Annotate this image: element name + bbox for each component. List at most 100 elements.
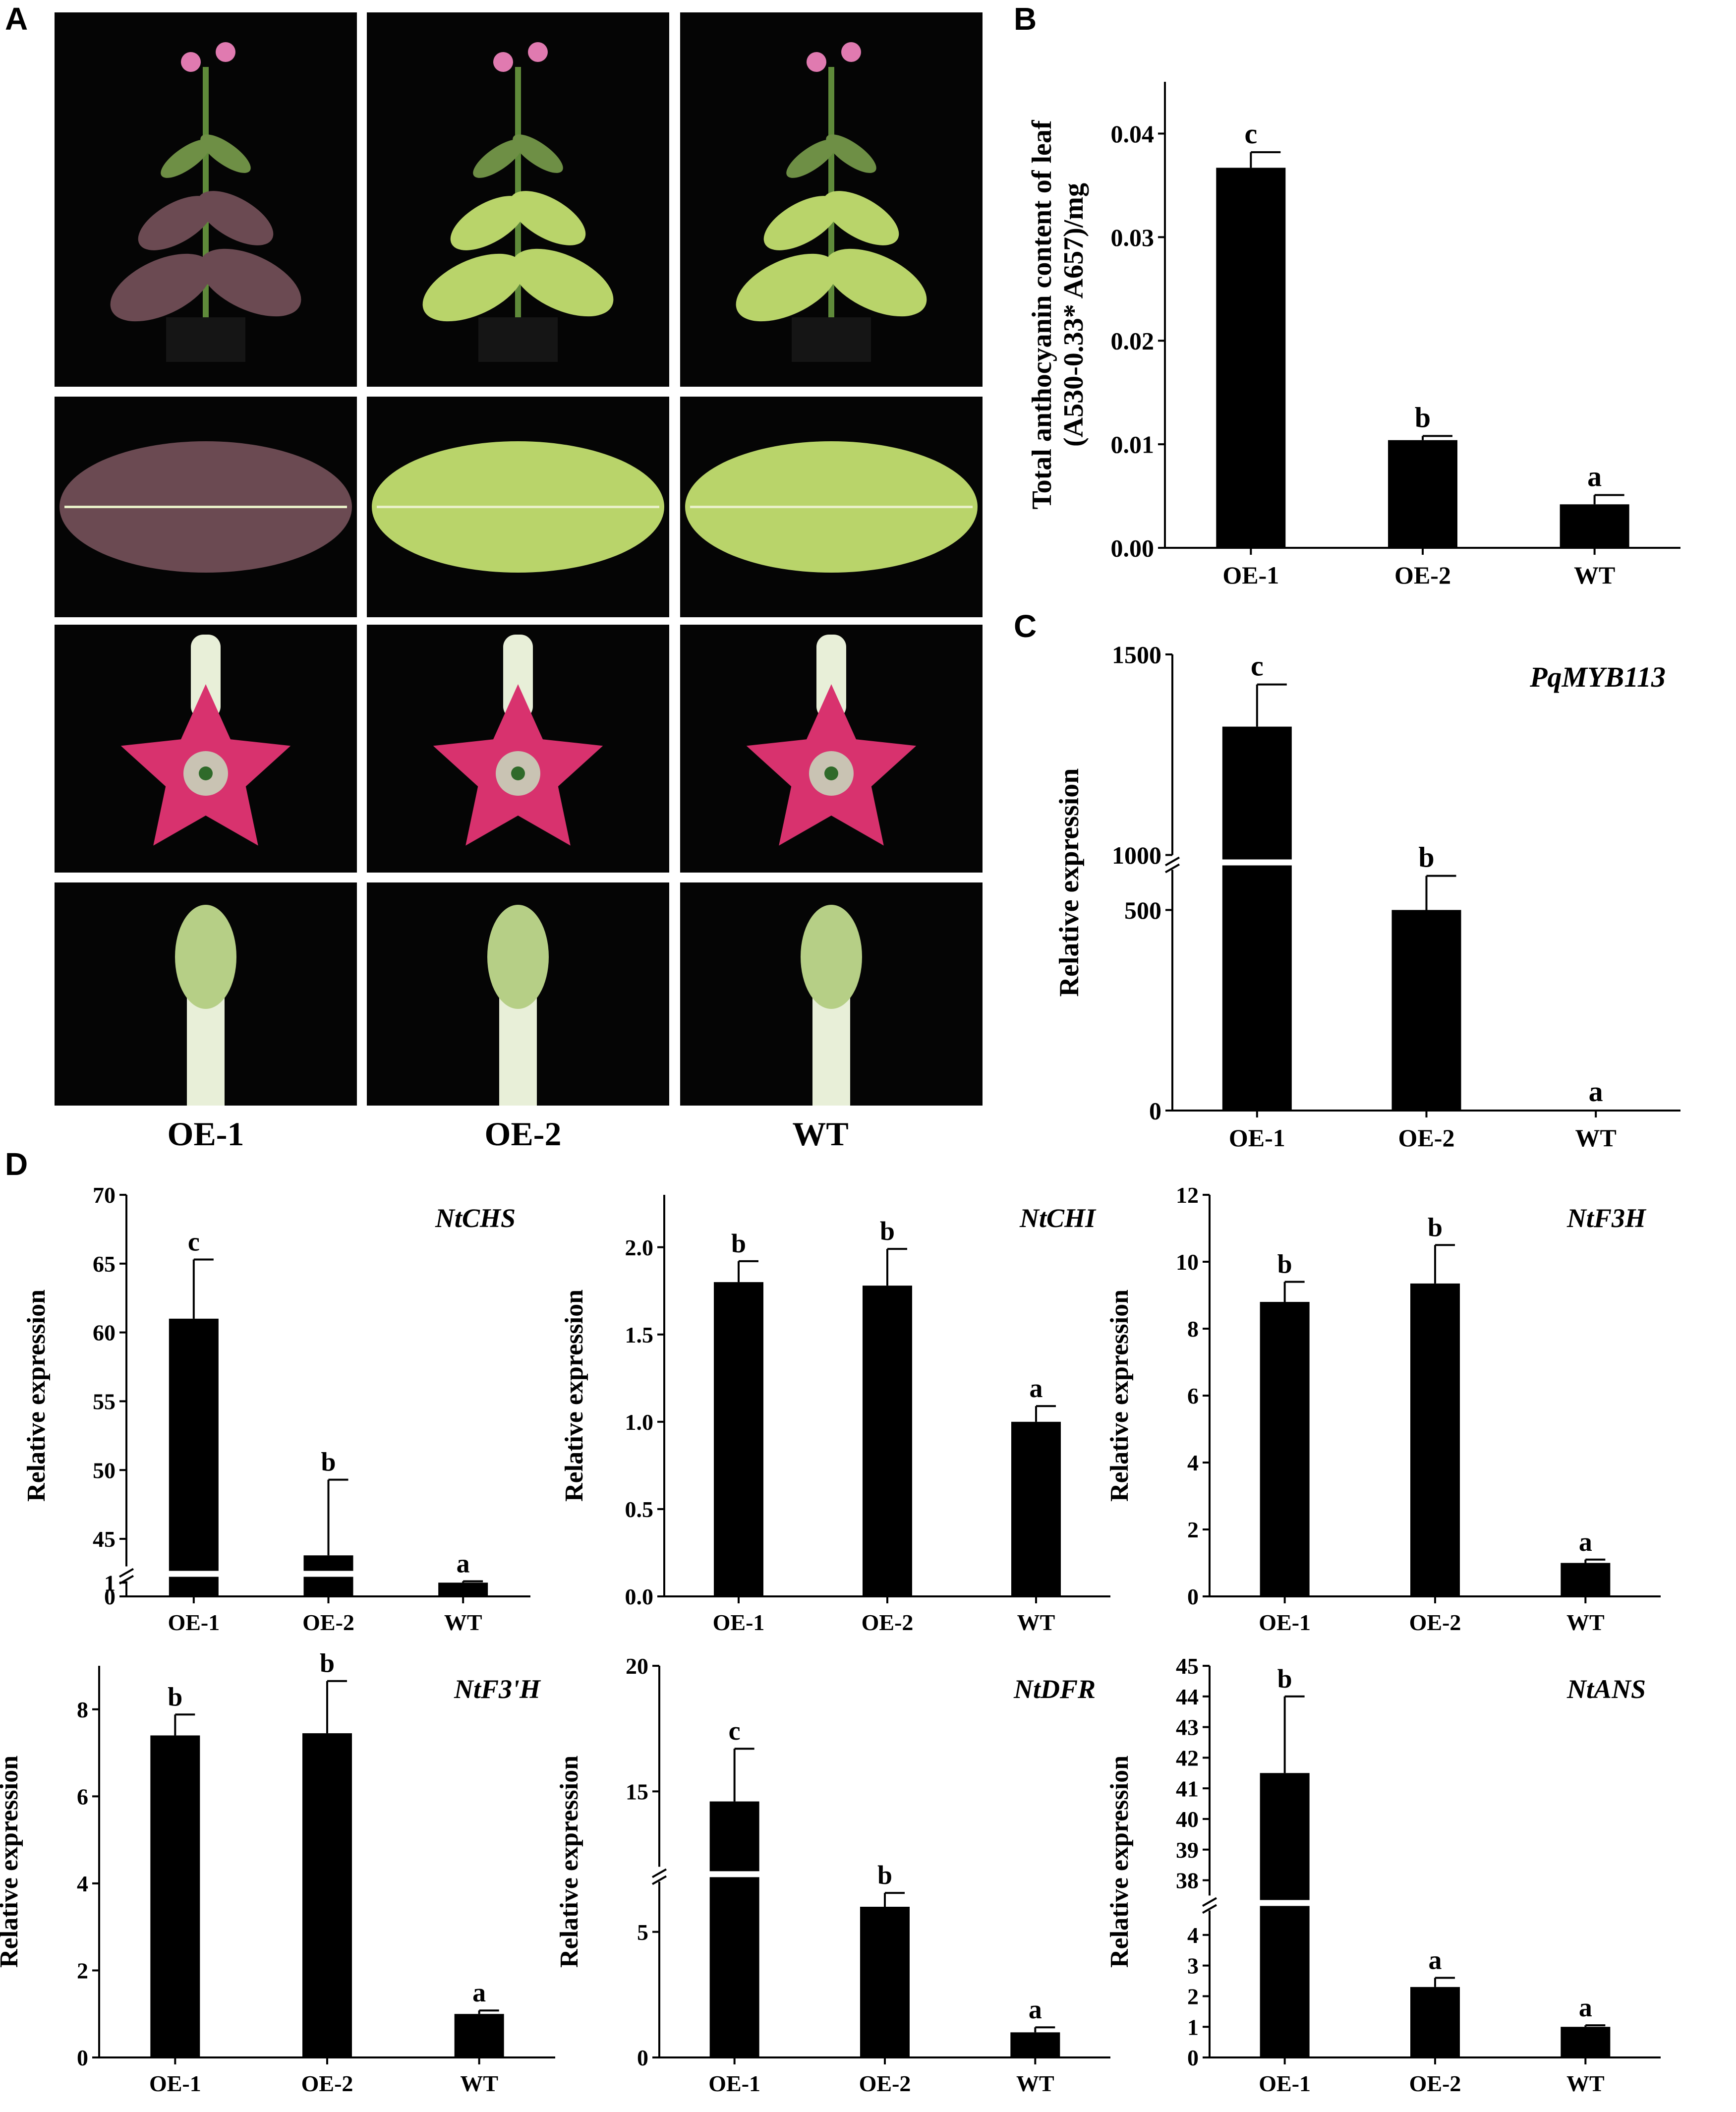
bar-oe-1 — [1260, 1773, 1310, 2057]
photo-grid — [55, 12, 983, 1106]
significance-letter: b — [320, 1648, 335, 1678]
plant-leaf — [161, 139, 211, 178]
photo-cell — [680, 882, 983, 1106]
plant-leaf — [422, 253, 524, 322]
significance-letter: b — [321, 1447, 336, 1477]
y-tick-label: 0.01 — [1111, 431, 1155, 459]
x-tick-label: OE-1 — [713, 1610, 765, 1635]
plant-leaf — [763, 196, 840, 250]
chart-d-ntchs: 01 45 50 55 60 65 70 c OE-1 b OE-2 a WT Relative expr… — [22, 1182, 530, 1635]
bar-wt — [1560, 504, 1629, 548]
y-tick-label: 39 — [1176, 1837, 1199, 1863]
photo-cell — [55, 625, 357, 873]
bar-wt — [438, 1583, 488, 1596]
significance-letter: b — [731, 1229, 746, 1258]
y-tick-label: 15 — [626, 1779, 648, 1804]
photo-cell — [680, 12, 983, 387]
bar-oe-1 — [1222, 726, 1292, 1111]
bar-wt — [454, 2014, 504, 2057]
y-tick-label: 1500 — [1112, 641, 1161, 669]
y-tick-label: 2 — [77, 1958, 88, 1984]
bar-oe-2 — [1410, 1283, 1460, 1596]
plant-leaf — [786, 139, 837, 178]
y-axis-label: Relative expression — [560, 1290, 588, 1502]
y-axis-label: Relative expression — [0, 1756, 23, 1968]
x-tick-label: OE-1 — [1229, 1124, 1285, 1152]
axis-break-mark — [1202, 1897, 1217, 1907]
x-tick-label: OE-2 — [1409, 2071, 1461, 2096]
y-tick-label: 44 — [1176, 1684, 1199, 1709]
plant-leaf — [512, 248, 614, 317]
bar-break-gap — [1259, 1900, 1311, 1906]
photo-cell — [367, 625, 669, 873]
y-tick-label: 6 — [1187, 1383, 1199, 1408]
significance-letter: a — [1029, 1995, 1042, 2024]
significance-letter: a — [1589, 1075, 1603, 1108]
y-tick-label: 1.5 — [625, 1322, 654, 1348]
y-tick-label: 45 — [1176, 1653, 1199, 1679]
bud-calyx — [175, 905, 236, 1009]
plant-flower — [841, 42, 861, 62]
y-tick-label: 0 — [77, 2045, 88, 2070]
y-tick-label: 0.03 — [1111, 224, 1155, 251]
plant-flower — [181, 52, 201, 72]
significance-letter: c — [188, 1227, 200, 1256]
x-tick-label: WT — [444, 1610, 482, 1635]
chart-d-ntf3prime-h: 0 2 4 6 8 b OE-1 b OE-2 a WT Relative expression NtF… — [0, 1648, 555, 2096]
plant-flower — [528, 42, 548, 62]
chart-d-ntans: 0 1 2 3 4 38 39 40 41 42 43 44 45 b OE-1 a OE-2 a WT Relati… — [1105, 1653, 1661, 2096]
x-tick-label: OE-2 — [859, 2071, 911, 2096]
photo-cell — [680, 625, 983, 873]
y-tick-label: 70 — [93, 1182, 116, 1208]
y-tick-label: 0.5 — [625, 1497, 654, 1522]
chart-d-ntchi: 0.0 0.5 1.0 1.5 2.0 b OE-1 b OE-2 a WT Relative exp… — [560, 1195, 1110, 1635]
x-tick-label: WT — [1017, 1610, 1055, 1635]
bar-break-gap — [168, 1571, 220, 1577]
significance-letter: b — [168, 1682, 182, 1711]
axis-break-mark — [1165, 863, 1180, 874]
bar-oe-1 — [150, 1735, 200, 2057]
y-tick-label: 0.04 — [1111, 120, 1155, 148]
photo-cell — [55, 12, 357, 387]
y-tick-label: 4 — [1187, 1450, 1199, 1475]
plant-leaf — [473, 139, 523, 178]
x-tick-label: OE-1 — [708, 2071, 760, 2096]
significance-letter: a — [1429, 1945, 1442, 1975]
significance-letter: a — [1587, 460, 1602, 492]
x-tick-label: OE-1 — [168, 1610, 220, 1635]
y-tick-label: 6 — [77, 1784, 88, 1809]
panel-letter-d: D — [5, 1146, 28, 1182]
y-tick-label: 1000 — [1112, 841, 1161, 869]
bar-oe-1 — [169, 1318, 219, 1596]
significance-letter: b — [1277, 1249, 1292, 1279]
significance-letter: b — [880, 1216, 895, 1246]
bud-calyx — [801, 905, 862, 1009]
plant-leaf — [825, 248, 927, 317]
y-tick-label: 41 — [1176, 1776, 1199, 1801]
axis-break-mark — [119, 1568, 134, 1578]
bar-break-gap — [708, 1871, 760, 1877]
gene-name: NtF3H — [1566, 1203, 1647, 1233]
bar-oe-2 — [860, 1907, 910, 2057]
gene-name: NtDFR — [1013, 1674, 1096, 1704]
panel-letter-a: A — [5, 1, 28, 37]
significance-letter: c — [1244, 117, 1257, 150]
x-tick-label: OE-1 — [149, 2071, 201, 2096]
y-tick-label: 0 — [1149, 1097, 1161, 1125]
x-tick-label: OE-2 — [1394, 561, 1451, 589]
gene-name: NtF3'H — [454, 1674, 541, 1704]
y-tick-label: 38 — [1176, 1868, 1199, 1893]
x-tick-label: WT — [1566, 1610, 1605, 1635]
y-tick-label: 60 — [93, 1320, 116, 1346]
x-tick-label: OE-1 — [1259, 1610, 1311, 1635]
gene-name: PqMYB113 — [1529, 661, 1666, 693]
photo-cell — [55, 882, 357, 1106]
chart-c: 0 500 1000 1500 c OE-1 b OE-2 a WT Relative expres… — [1054, 641, 1680, 1152]
flower-tube — [816, 635, 846, 719]
y-tick-label: 0.0 — [625, 1584, 654, 1609]
flower-tube — [191, 635, 221, 719]
plant-leaf — [826, 134, 876, 173]
plant-leaf — [197, 191, 274, 245]
plant-leaf — [450, 196, 526, 250]
y-tick-label: 55 — [93, 1389, 116, 1414]
